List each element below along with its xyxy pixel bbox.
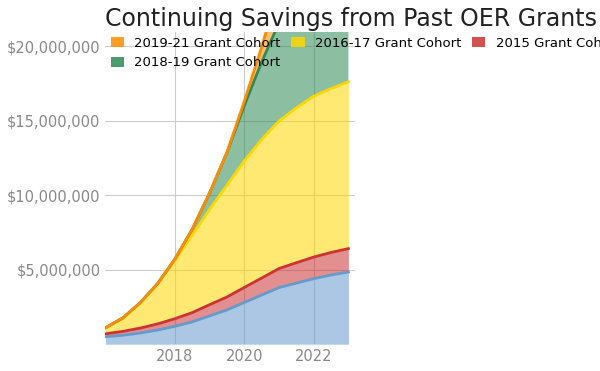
Text: Continuing Savings from Past OER Grants: Continuing Savings from Past OER Grants [106, 7, 598, 31]
Legend: 2019-21 Grant Cohort, 2018-19 Grant Cohort, 2016-17 Grant Cohort, 2015 Grant Coh: 2019-21 Grant Cohort, 2018-19 Grant Coho… [106, 32, 600, 75]
